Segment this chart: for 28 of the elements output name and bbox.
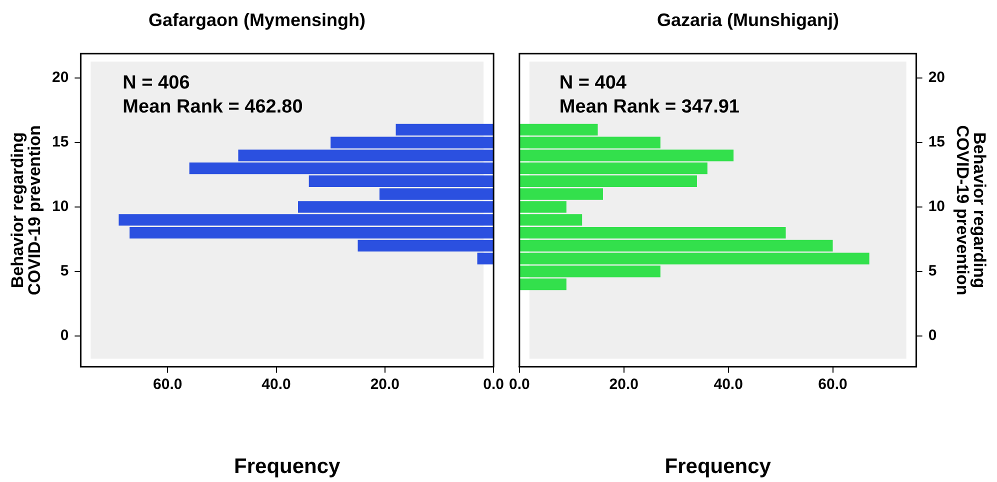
x-axis-title: Frequency xyxy=(664,455,772,478)
y-tick-label: 15 xyxy=(928,134,946,151)
annotation: Mean Rank = 347.91 xyxy=(559,96,740,118)
chart-title: Gafargaon (Mymensingh) xyxy=(148,10,366,30)
chart-title: Gazaria (Munshiganj) xyxy=(656,10,840,30)
y-tick-label: 0 xyxy=(60,327,69,344)
y-tick-label: 20 xyxy=(928,69,946,86)
annotation: N = 404 xyxy=(559,72,627,94)
y-tick-label: 15 xyxy=(52,134,69,151)
x-tick-label: 40.0 xyxy=(714,376,743,393)
x-axis-title: Frequency xyxy=(234,455,341,478)
x-tick-label: 60.0 xyxy=(818,376,848,393)
y-tick-label: 20 xyxy=(52,69,69,86)
x-tick-label: 20.0 xyxy=(609,376,638,393)
y-tick-label: 0 xyxy=(928,327,937,344)
y-tick-label: 10 xyxy=(52,198,69,216)
x-tick-label: 20.0 xyxy=(370,376,400,393)
annotation: Mean Rank = 462.80 xyxy=(122,96,303,118)
x-tick-label: 60.0 xyxy=(153,376,182,393)
y-tick-label: 5 xyxy=(928,262,937,280)
x-tick-label: 0.0 xyxy=(508,376,530,393)
annotation: N = 406 xyxy=(122,72,190,94)
x-tick-label: 0.0 xyxy=(483,376,504,393)
y-axis-title: Behavior regarding COVID-19 prevention xyxy=(952,125,989,296)
y-tick-label: 5 xyxy=(60,262,69,280)
x-tick-label: 40.0 xyxy=(262,376,291,393)
y-axis-title: Behavior regarding COVID-19 prevention xyxy=(8,125,44,296)
y-tick-label: 10 xyxy=(928,198,946,216)
